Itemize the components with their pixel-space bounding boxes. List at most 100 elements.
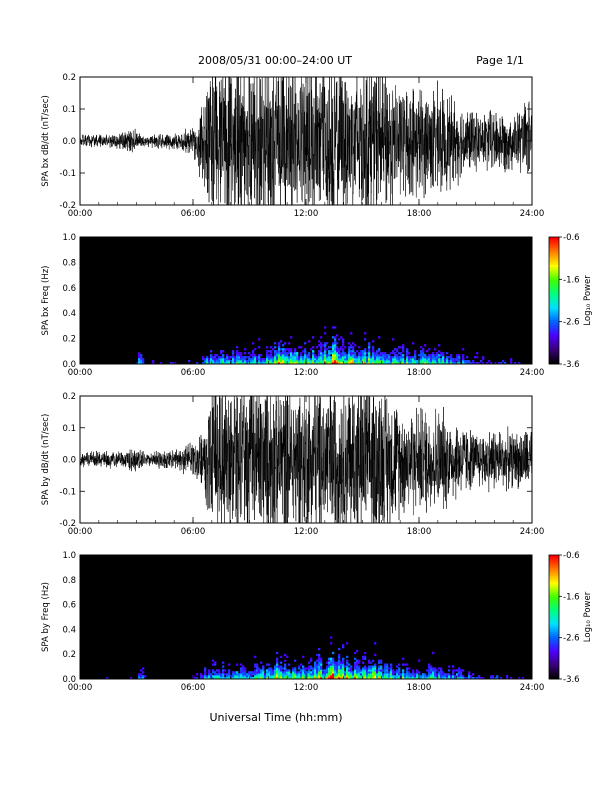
spectrogram-cell: [440, 677, 443, 679]
spectrogram-cell: [334, 326, 337, 329]
spectrogram-cell: [316, 653, 319, 657]
spectrogram-cell: [278, 673, 281, 676]
spectrogram-cell: [424, 356, 427, 359]
spectrogram-cell: [254, 360, 257, 363]
spectrogram-cell: [300, 358, 303, 361]
spectrogram-cell: [390, 675, 393, 678]
spectrogram-cell: [336, 358, 339, 361]
spectrogram-cell: [430, 354, 433, 357]
spectrogram-cell: [352, 360, 355, 363]
spectrogram-cell: [330, 677, 333, 679]
spectrogram-cell: [418, 354, 421, 357]
spectrogram-cell: [300, 671, 303, 674]
spectrogram-cell: [426, 358, 429, 361]
spectrogram-cell: [228, 362, 231, 364]
spectrogram-cell: [234, 673, 237, 676]
spectrogram-cell: [336, 362, 339, 364]
spectrogram-cell: [374, 665, 377, 668]
spectrogram-cell: [458, 675, 461, 678]
spectrogram-cell: [324, 326, 327, 329]
spectrogram-cell: [280, 665, 283, 668]
spectrogram-cell: [482, 358, 485, 361]
spectrogram-cell: [408, 352, 411, 355]
spectrogram-cell: [302, 350, 305, 353]
spectrogram-cell: [322, 675, 325, 678]
spectrogram-cell: [410, 675, 413, 678]
spectrogram-cell: [346, 671, 349, 674]
spectrogram-cell: [276, 671, 279, 674]
spectrogram-cell: [378, 671, 381, 674]
spectrogram-cell: [304, 354, 307, 357]
spectrogram-cell: [206, 356, 209, 359]
spectrogram-cell: [368, 344, 371, 347]
spectrogram-cell: [446, 352, 449, 355]
spectrogram-cell: [348, 669, 351, 672]
spectrogram-cell: [210, 354, 213, 357]
spectrogram-cell: [230, 677, 233, 679]
spectrogram-cell: [194, 677, 197, 679]
y-tick-label: -0.2: [59, 519, 76, 529]
spectrogram-cell: [302, 675, 305, 678]
spectrogram-cell: [380, 669, 383, 672]
colorbar-swatch: [549, 361, 559, 365]
spectrogram-cell: [260, 360, 263, 363]
spectrogram-cell: [316, 675, 319, 678]
spectrogram-cell: [314, 667, 317, 670]
spectrogram-cell: [286, 354, 289, 357]
spectrogram-cell: [348, 663, 351, 666]
spectrogram-cell: [494, 362, 497, 364]
spectrogram-cell: [414, 677, 417, 679]
spectrogram-cell: [200, 677, 203, 679]
colorbar-swatch: [549, 637, 559, 641]
spectrogram-cell: [338, 667, 341, 670]
spectrogram-cell: [270, 354, 273, 357]
spectrogram-cell: [360, 673, 363, 676]
spectrogram-cell: [366, 677, 369, 679]
spectrogram-cell: [436, 354, 439, 357]
spectrogram-cell: [268, 673, 271, 676]
spectrogram-cell: [448, 665, 451, 668]
spectrogram-cell: [234, 671, 237, 674]
spectrogram-cell: [354, 677, 357, 679]
spectrogram-cell: [302, 665, 305, 668]
spectrogram-cell: [290, 362, 293, 364]
spectrogram-cell: [352, 342, 355, 345]
spectrogram-cell: [438, 350, 441, 353]
spectrogram-cell: [292, 669, 295, 672]
spectrogram-cell: [220, 677, 223, 679]
spectrogram-cell: [404, 360, 407, 363]
colorbar-swatch: [549, 342, 559, 346]
spectrogram-cell: [382, 352, 385, 355]
spectrogram-cell: [364, 358, 367, 361]
spectrogram-cell: [320, 352, 323, 355]
spectrogram-cell: [476, 352, 479, 355]
spectrogram-cell: [416, 360, 419, 363]
spectrogram-cell: [282, 348, 285, 351]
spectrogram-cell: [312, 362, 315, 364]
spectrogram-cell: [312, 336, 315, 339]
colorbar-swatch: [549, 629, 559, 632]
colorbar-swatch: [549, 245, 559, 248]
spectrogram-cell: [276, 651, 279, 655]
spectrogram-cell: [482, 362, 485, 364]
spectrogram-cell: [336, 356, 339, 359]
spectrogram-cell: [372, 358, 375, 361]
spectrogram-cell: [336, 350, 339, 353]
spectrogram-cell: [472, 673, 475, 676]
spectrogram-cell: [450, 356, 453, 359]
spectrogram-cell: [454, 675, 457, 678]
spectrogram-cell: [482, 677, 485, 679]
spectrogram-cell: [428, 356, 431, 359]
spectrogram-cell: [260, 362, 263, 364]
spectrogram-cell: [152, 360, 155, 363]
spectrogram-cell: [278, 671, 281, 674]
y-tick-label: 0.4: [62, 625, 76, 635]
spectrogram-cell: [272, 358, 275, 361]
spectrogram-cell: [396, 354, 399, 357]
colorbar-swatch: [549, 569, 559, 572]
spectrogram-cell: [242, 356, 245, 359]
spectrogram-cell: [262, 358, 265, 361]
panel-1: -0.2-0.10.00.10.200:00 06:00 12:00 18:00 24:…: [41, 73, 544, 219]
spectrogram-cell: [294, 362, 297, 364]
colorbar-swatch: [549, 315, 559, 318]
